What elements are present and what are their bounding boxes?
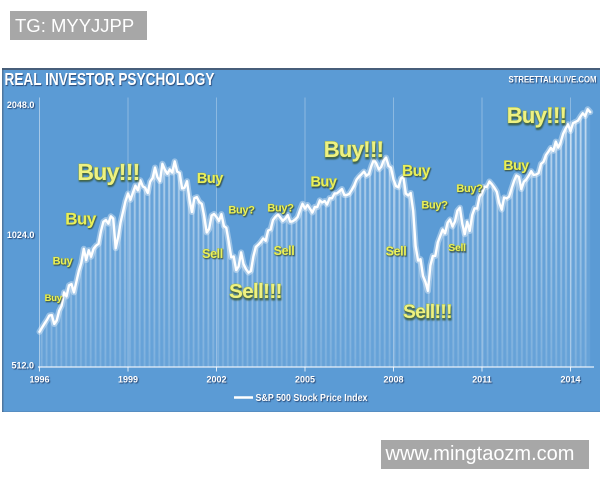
svg-text:Buy?: Buy? [421,199,448,211]
svg-text:Sell: Sell [448,242,466,254]
svg-text:Buy!!!: Buy!!! [77,159,139,185]
svg-text:2002: 2002 [206,374,226,384]
svg-text:Buy?: Buy? [456,182,483,194]
svg-text:2014: 2014 [560,374,580,384]
svg-text:Sell: Sell [273,243,294,257]
svg-text:Sell!!!: Sell!!! [403,302,452,323]
svg-text:S&P 500 Stock Price Index: S&P 500 Stock Price Index [255,393,367,404]
svg-text:Buy: Buy [196,171,222,187]
svg-text:Buy: Buy [65,209,97,228]
svg-text:Buy: Buy [310,174,336,190]
svg-text:Buy: Buy [503,156,529,172]
svg-text:2048.0: 2048.0 [6,100,34,110]
svg-text:512.0: 512.0 [11,360,34,370]
svg-text:Buy!!!: Buy!!! [506,103,566,128]
svg-text:Sell: Sell [385,244,406,258]
svg-text:2008: 2008 [383,374,403,384]
svg-text:Sell!!!: Sell!!! [229,280,282,303]
svg-text:Sell: Sell [202,246,223,260]
svg-text:1999: 1999 [117,374,137,384]
svg-text:1024.0: 1024.0 [6,230,34,240]
svg-text:REAL INVESTOR PSYCHOLOGY: REAL INVESTOR PSYCHOLOGY [4,69,214,89]
svg-text:Buy!!!: Buy!!! [323,137,383,162]
svg-text:Buy?: Buy? [228,204,255,216]
svg-text:Buy: Buy [52,255,73,267]
svg-text:2011: 2011 [472,374,492,384]
svg-text:2005: 2005 [294,374,314,384]
svg-text:Buy: Buy [44,292,62,303]
svg-text:Buy?: Buy? [267,202,294,214]
svg-text:STREETTALKLIVE.COM: STREETTALKLIVE.COM [508,74,596,85]
svg-text:Buy: Buy [402,162,431,179]
svg-text:1996: 1996 [29,374,49,384]
